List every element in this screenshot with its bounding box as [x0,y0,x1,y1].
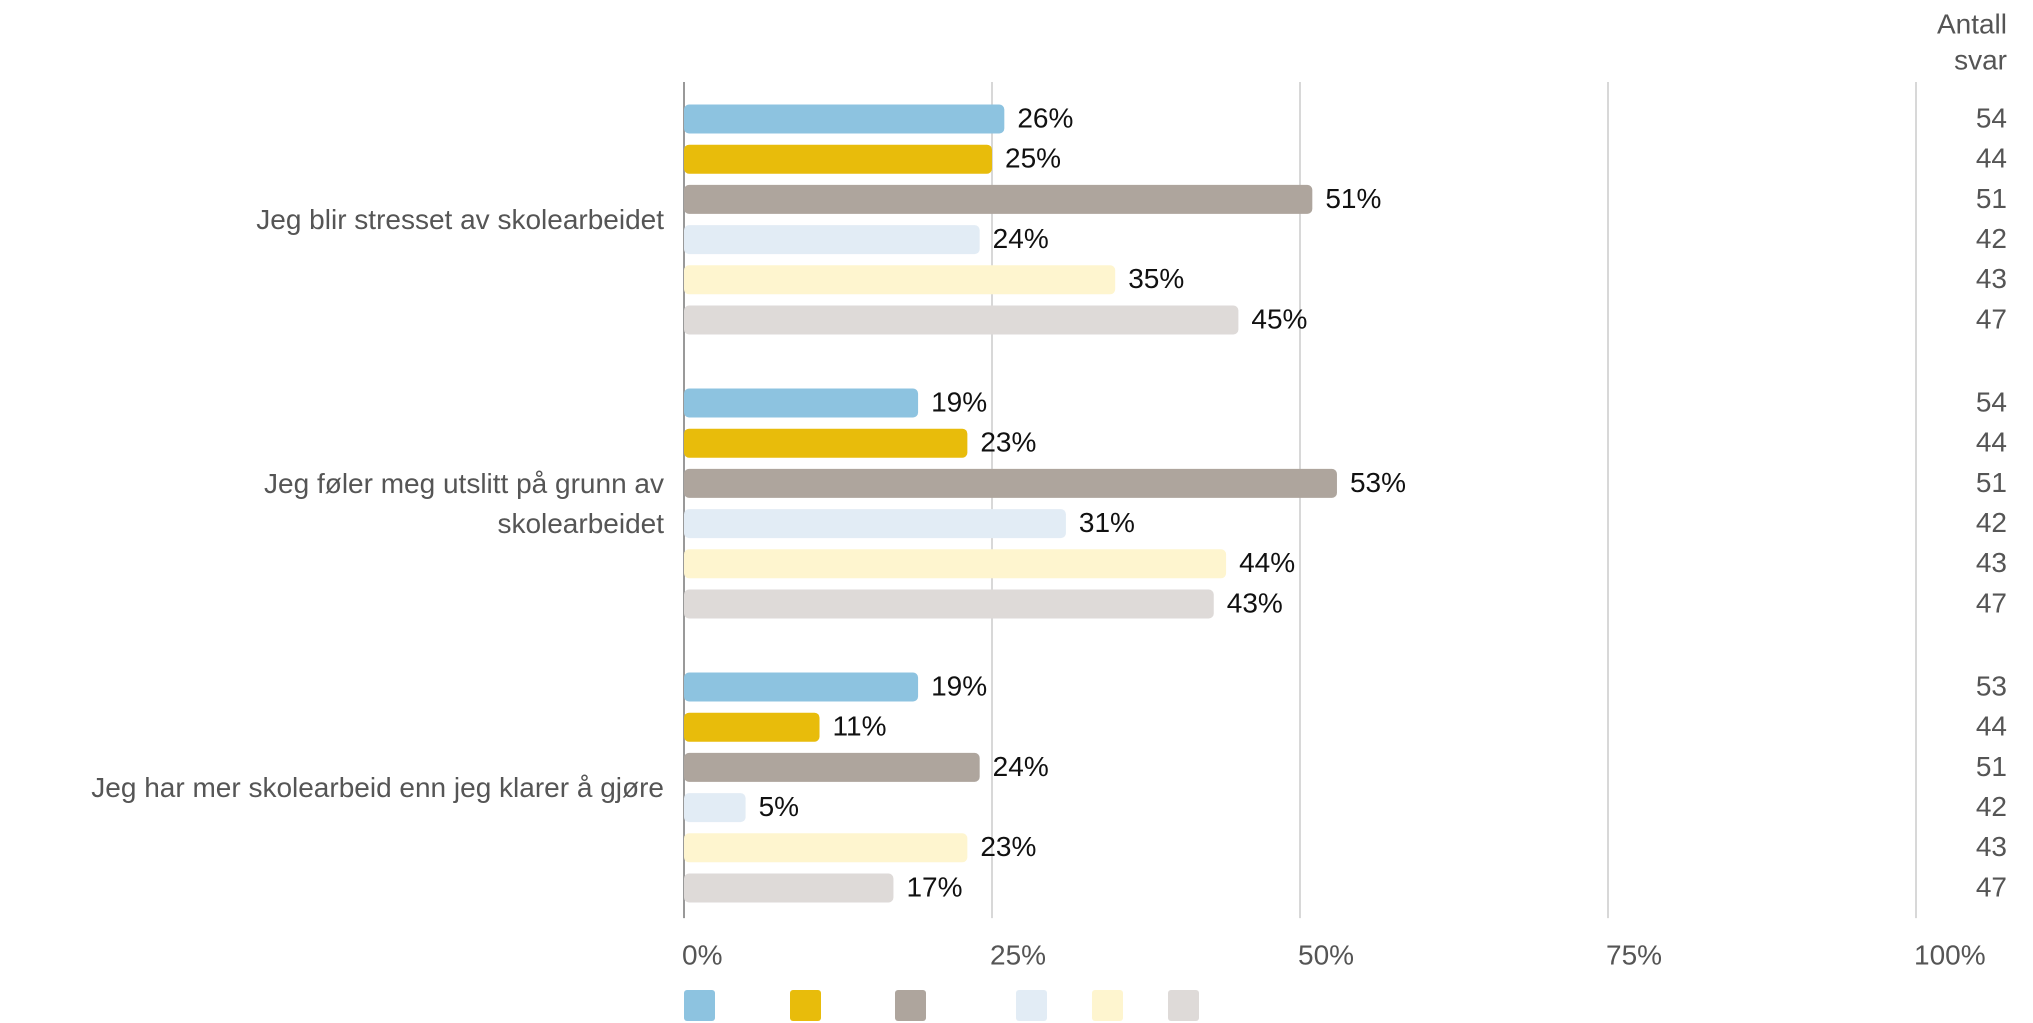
count-label: 51 [1976,183,2007,214]
legend: 8. trinn 9. trinn 10. trinn VG1 VG2 VG3 [684,990,1224,1023]
x-tick-label: 75% [1606,939,1662,970]
counts-header: svar [1954,44,2007,75]
count-label: 44 [1976,427,2007,458]
bar [684,672,919,702]
value-label: 24% [993,751,1049,782]
value-label: 51% [1325,183,1381,214]
value-label: 25% [1005,143,1061,174]
bar [684,589,1214,619]
value-label: 31% [1079,507,1135,538]
bar [684,549,1227,579]
legend-swatch [684,990,715,1021]
count-label: 42 [1976,507,2007,538]
bar [684,833,968,863]
legend-swatch [789,990,821,1021]
legend-swatch [1168,990,1200,1021]
count-label: 47 [1976,871,2007,902]
count-label: 47 [1976,303,2007,334]
bar [684,388,919,418]
legend-label: VG1 [1016,1021,1072,1023]
count-label: 54 [1976,386,2007,417]
bar [684,752,980,782]
legend-item: 9. trinn [789,990,876,1023]
legend-label: 8. trinn [684,1021,770,1023]
value-label: 11% [833,711,887,742]
legend-label: VG2 [1092,1021,1148,1023]
value-label: 19% [931,670,987,701]
legend-label: 10. trinn [895,1021,996,1023]
bar [684,104,1005,134]
bar [684,305,1239,335]
value-label: 35% [1128,263,1184,294]
x-tick-label: 25% [990,939,1046,970]
x-tick-label: 50% [1298,939,1354,970]
bar [684,873,894,903]
count-label: 43 [1976,263,2007,294]
legend-item: 8. trinn [684,990,770,1023]
count-label: 42 [1976,223,2007,254]
bar [684,265,1116,295]
legend-swatch [1016,990,1048,1021]
value-label: 43% [1227,587,1283,618]
value-label: 24% [993,223,1049,254]
value-label: 26% [1017,102,1073,133]
bar [684,509,1066,539]
count-label: 44 [1976,711,2007,742]
bar [684,712,820,742]
category-label: Jeg har mer skolearbeid enn jeg klarer å… [91,771,664,803]
count-label: 51 [1976,467,2007,498]
category-label: Jeg føler meg utslitt på grunn av skolea… [264,467,664,539]
value-label: 23% [980,427,1036,458]
value-label: 23% [980,831,1036,862]
legend-swatch [1092,990,1124,1021]
bar [684,144,992,174]
legend-item: VG3 [1168,990,1224,1023]
value-label: 19% [931,386,987,417]
value-label: 44% [1239,547,1295,578]
count-label: 43 [1976,547,2007,578]
count-label: 54 [1976,102,2007,133]
legend-swatch [895,990,927,1021]
bar [684,428,968,458]
legend-item: 10. trinn [895,990,996,1023]
value-label: 5% [759,791,799,822]
value-label: 45% [1251,303,1307,334]
count-label: 53 [1976,670,2007,701]
value-label: 17% [906,871,962,902]
x-tick-label: 100% [1914,939,1986,970]
bar [684,793,746,823]
legend-label: 9. trinn [790,1021,876,1023]
legend-label: VG3 [1168,1021,1224,1023]
bar [684,468,1337,498]
legend-item: VG1 [1016,990,1072,1023]
count-label: 51 [1976,751,2007,782]
bar [684,225,980,255]
count-label: 43 [1976,831,2007,862]
x-tick-label: 0% [682,939,722,970]
category-label: Jeg blir stresset av skolearbeidet [256,203,664,235]
legend-item: VG2 [1092,990,1148,1023]
count-label: 44 [1976,143,2007,174]
count-label: 42 [1976,791,2007,822]
value-label: 53% [1350,467,1406,498]
counts-header: Antall [1937,8,2007,39]
count-label: 47 [1976,587,2007,618]
bar [684,184,1313,214]
